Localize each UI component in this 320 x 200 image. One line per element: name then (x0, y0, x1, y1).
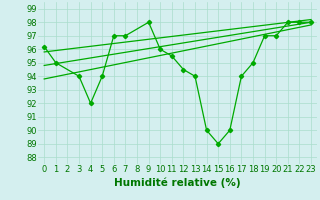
X-axis label: Humidité relative (%): Humidité relative (%) (114, 177, 241, 188)
